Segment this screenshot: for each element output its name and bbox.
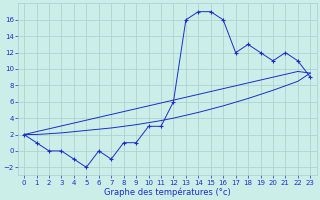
X-axis label: Graphe des températures (°c): Graphe des températures (°c) [104,187,231,197]
